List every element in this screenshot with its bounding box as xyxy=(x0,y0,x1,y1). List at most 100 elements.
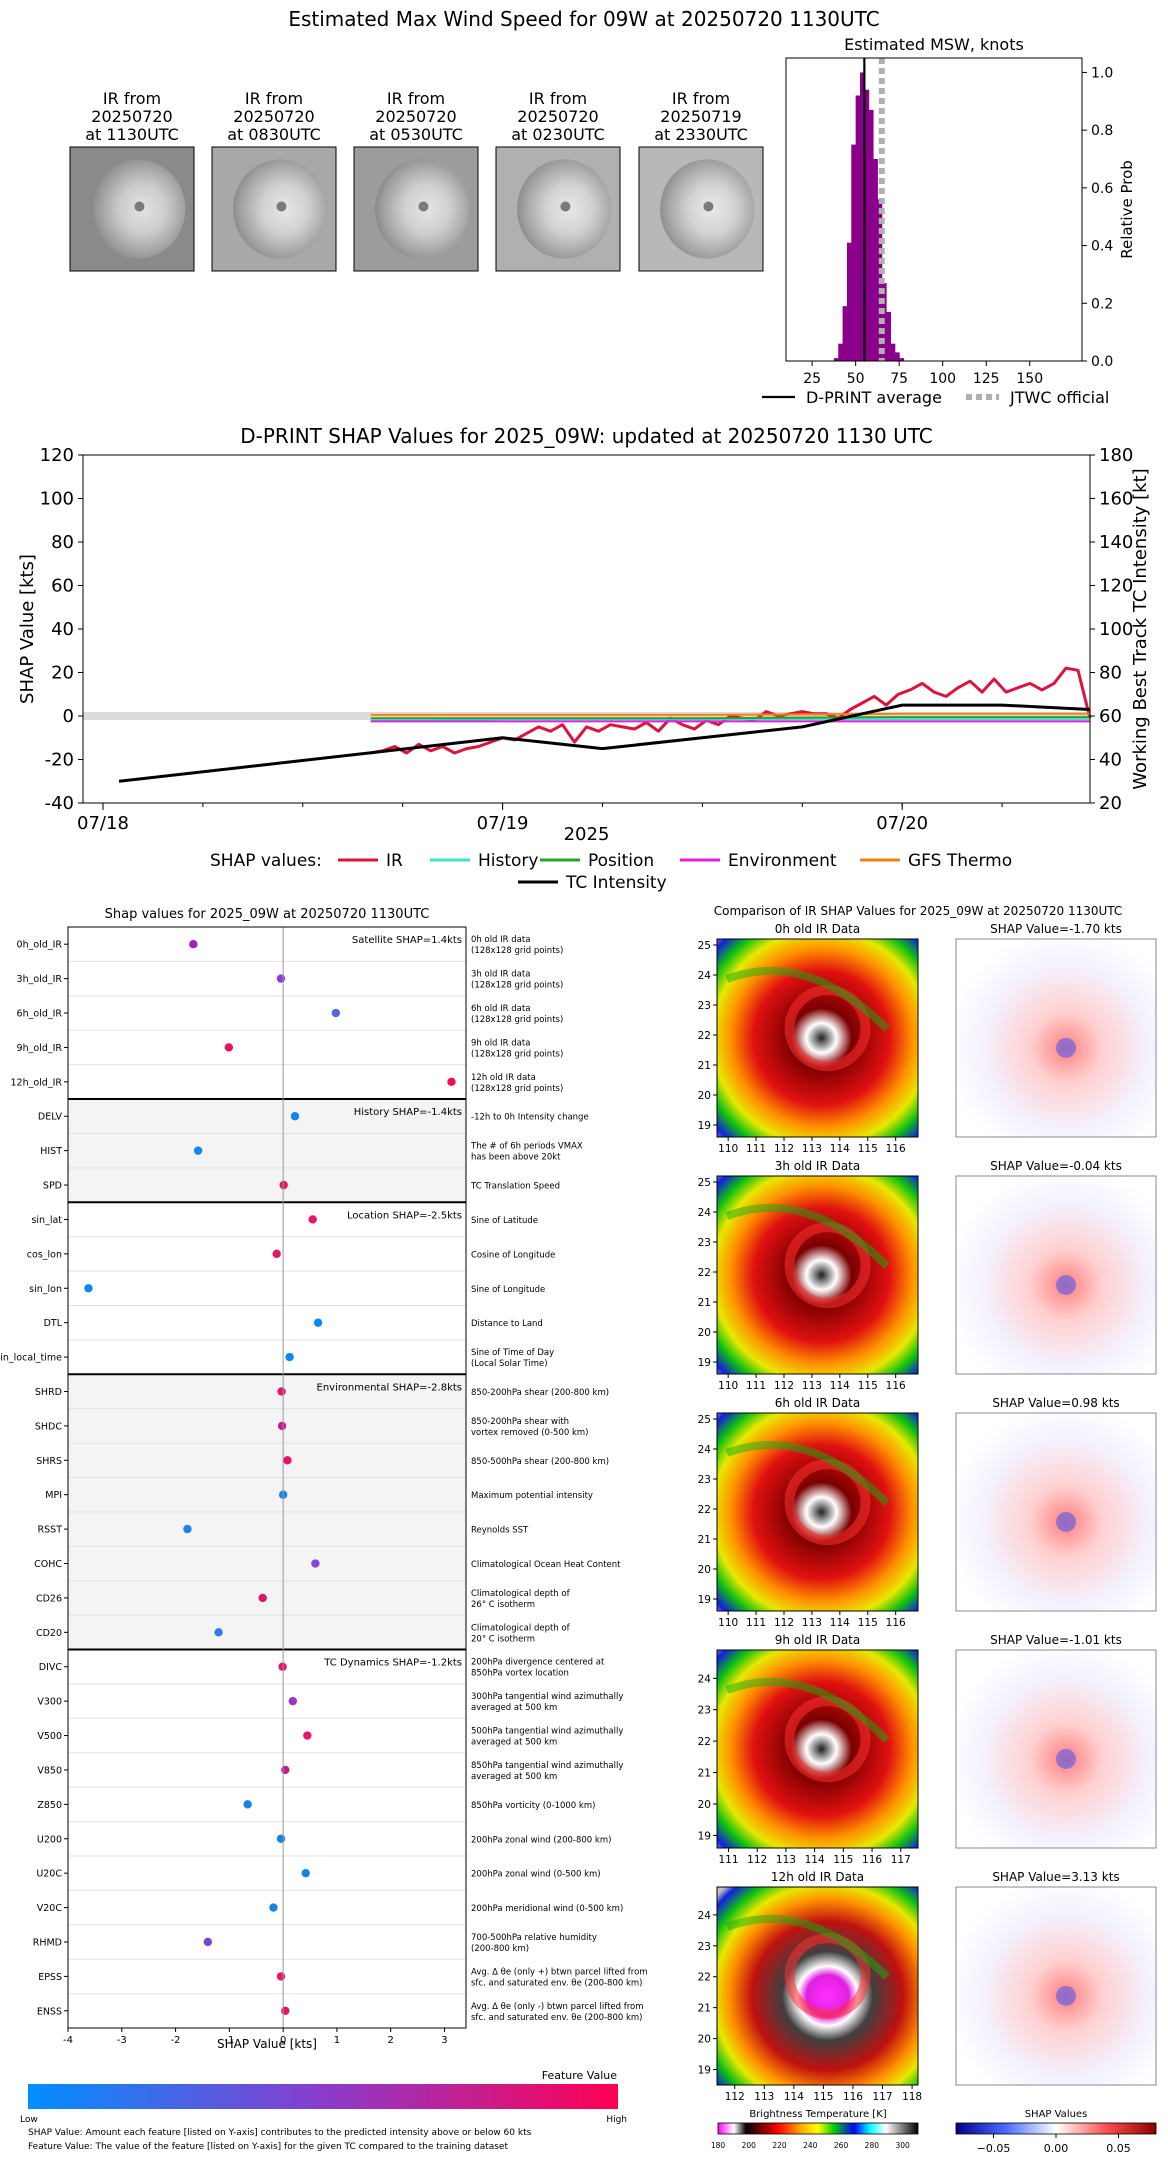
feature-name-label: ENSS xyxy=(37,2006,62,2017)
feature-shap-point xyxy=(281,2006,290,2015)
shap-colorbar xyxy=(956,2123,1156,2134)
x-tick-label: 111 xyxy=(746,1380,766,1392)
feature-shap-point xyxy=(285,1352,294,1362)
shap-timeseries-chart: D-PRINT SHAP Values for 2025_09W: update… xyxy=(17,424,1151,893)
feature-shap-point xyxy=(288,1696,298,1706)
feature-description: The # of 6h periods VMAX xyxy=(470,1142,583,1152)
feature-shap-point xyxy=(189,940,198,949)
ir-panel-title: 6h old IR Data xyxy=(775,1396,861,1410)
x-tick-label: 115 xyxy=(833,1854,853,1866)
page-title: Estimated Max Wind Speed for 09W at 2025… xyxy=(288,7,879,31)
histogram-bar xyxy=(864,89,870,361)
ir-panel-image xyxy=(717,1887,918,2085)
feature-description: 850-200hPa shear (200-800 km) xyxy=(471,1388,609,1398)
bt-colorbar xyxy=(718,2123,918,2134)
feature-name-label: SHRS xyxy=(36,1456,62,1467)
shap-colorbar-tick: 0.05 xyxy=(1106,2142,1131,2155)
x-tick-label: 113 xyxy=(776,1854,796,1866)
comparison-title: Comparison of IR SHAP Values for 2025_09… xyxy=(714,904,1123,918)
feature-name-label: U200 xyxy=(37,1834,62,1845)
y-tick-label: 40 xyxy=(51,619,74,640)
eyewall-band xyxy=(784,1459,871,1546)
feature-description: Avg. Δ θe (only -) btwn parcel lifted fr… xyxy=(471,2002,644,2012)
feature-shap-point xyxy=(308,1215,317,1224)
bt-colorbar-tick: 240 xyxy=(803,2141,818,2150)
y-tick-label: 19 xyxy=(698,1120,711,1132)
shap-colorbar-label: SHAP Values xyxy=(1025,2109,1088,2120)
storm-eye xyxy=(703,201,714,212)
x-axis-label: SHAP Value [kts] xyxy=(217,2037,317,2051)
shap-feature-chart: Shap values for 2025_09W at 20250720 113… xyxy=(0,907,648,2125)
y-tick-label: 22 xyxy=(698,1504,711,1516)
feature-name-label: 0h_old_IR xyxy=(17,940,63,951)
thumbnail-frame xyxy=(211,146,337,272)
y-right-tick-label: 160 xyxy=(1099,489,1133,510)
footnote-line: Feature Value: The value of the feature … xyxy=(28,2142,508,2152)
feature-shap-point xyxy=(281,1765,290,1775)
feature-description: Climatological depth of xyxy=(471,1589,571,1599)
x-tick-label: 116 xyxy=(886,1380,906,1392)
thumbnail-frame xyxy=(495,146,621,272)
group-label: TC Dynamics SHAP=-1.2kts xyxy=(323,1658,462,1669)
x-tick-label: 113 xyxy=(802,1380,822,1392)
feature-description: 850hPa tangential wind azimuthally xyxy=(471,1761,623,1771)
bt-colorbar-tick: 260 xyxy=(834,2141,849,2150)
thumbnail-label: 20250720 xyxy=(91,107,172,126)
y-tick-label: 0.4 xyxy=(1091,239,1113,255)
y-tick-label: 19 xyxy=(698,2065,711,2077)
x-tick-label: 112 xyxy=(725,2091,745,2103)
ir-panel-frame xyxy=(716,938,919,1138)
y-tick-label: 19 xyxy=(698,1594,711,1606)
feature-description: Cosine of Longitude xyxy=(471,1250,555,1260)
y-tick-label: 25 xyxy=(698,940,711,952)
x-tick-label: 112 xyxy=(774,1617,794,1629)
feature-shap-point xyxy=(193,1146,203,1155)
y-tick-label: 21 xyxy=(698,1297,711,1309)
x-tick-label: 110 xyxy=(718,1143,738,1155)
y-tick-label: -20 xyxy=(45,750,74,771)
feature-name-label: V850 xyxy=(37,1765,62,1776)
feature-description: sfc. and saturated env. θe (200-800 km) xyxy=(471,1978,643,1988)
group-label: Satellite SHAP=1.4kts xyxy=(352,935,462,946)
x-tick-label: 112 xyxy=(747,1854,767,1866)
feature-description: 200hPa meridional wind (0-500 km) xyxy=(471,1904,623,1914)
shap-panel-title: SHAP Value=-1.01 kts xyxy=(990,1633,1122,1647)
x-tick-label: 3 xyxy=(441,2035,447,2046)
group-label: Environmental SHAP=-2.8kts xyxy=(317,1382,463,1393)
x-tick-label: 118 xyxy=(902,2091,922,2103)
series-line-position xyxy=(370,716,1090,720)
feature-description: 300hPa tangential wind azimuthally xyxy=(471,1692,623,1702)
feature-name-label: HIST xyxy=(40,1146,62,1157)
feature-name-label: U20C xyxy=(36,1869,62,1880)
eyewall-band xyxy=(784,1696,871,1783)
feature-colorbar xyxy=(28,2084,618,2109)
y-tick-label: 24 xyxy=(698,1207,712,1219)
x-tick-label: 114 xyxy=(830,1380,850,1392)
feature-description: 850hPa vorticity (0-1000 km) xyxy=(471,1801,595,1811)
histogram-title: Estimated MSW, knots xyxy=(844,35,1024,54)
feature-name-label: 12h_old_IR xyxy=(11,1077,63,1088)
x-tick-label: 112 xyxy=(774,1143,794,1155)
feature-shap-point xyxy=(283,1456,292,1465)
feature-description: has been above 20kt xyxy=(471,1153,561,1163)
bt-colorbar-tick: 220 xyxy=(772,2141,787,2150)
y-right-tick-label: 120 xyxy=(1099,576,1133,597)
feature-name-label: DELV xyxy=(38,1112,63,1123)
y-right-tick-label: 180 xyxy=(1099,445,1133,466)
feature-shap-point xyxy=(279,1180,288,1190)
x-tick-label: 100 xyxy=(929,371,956,387)
thumbnail-label: IR from xyxy=(387,89,445,108)
shap-negative-blob xyxy=(1056,1511,1076,1532)
thumbnail-label: 20250720 xyxy=(233,107,314,126)
thumbnail-label: 20250719 xyxy=(660,107,741,126)
legend-label-jtwc: JTWC official xyxy=(1009,388,1109,407)
x-tick-label: 07/18 xyxy=(77,813,129,834)
feature-description: (200-800 km) xyxy=(471,1944,529,1954)
feature-name-label: sin_local_time xyxy=(0,1353,62,1364)
feature-shap-point xyxy=(276,974,286,983)
shap-panel-image xyxy=(956,1887,1156,2085)
thumbnail-label: 20250720 xyxy=(375,107,456,126)
storm-eye xyxy=(276,201,287,212)
x-tick-label: 0 xyxy=(280,2035,286,2046)
